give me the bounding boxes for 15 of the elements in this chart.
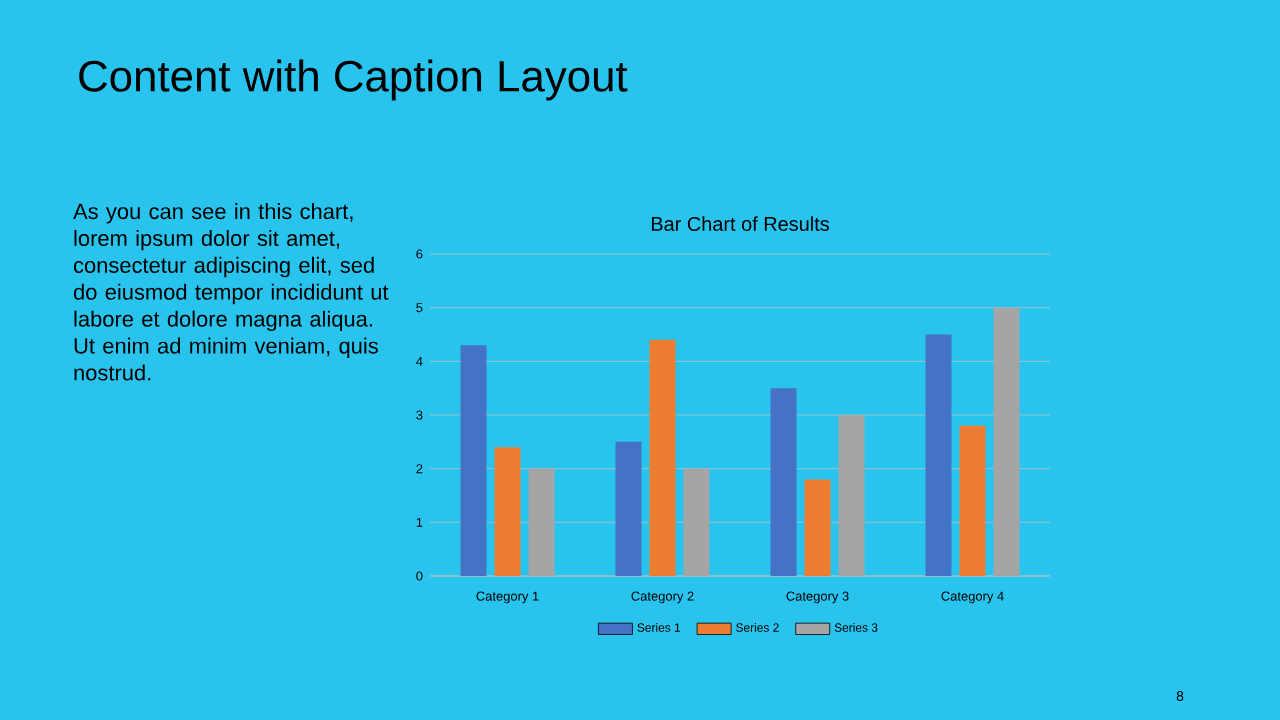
bar (959, 425, 986, 576)
bar (528, 468, 555, 576)
bar (770, 388, 797, 576)
bar (460, 345, 487, 576)
bar (615, 441, 642, 576)
bar (683, 468, 710, 576)
bar (838, 415, 865, 576)
bar (925, 334, 952, 576)
text: As you can see in this chart, lorem ipsum dolor sit amet, consectetur adipiscing elit, sed do eiusmod tempor incididunt ut labore et dolore magna aliqua. Ut enim ad minim veniam, quis nostrud. (73, 203, 389, 381)
chart-title: Bar Chart of Results (651, 216, 829, 231)
text: Content with Caption Layout (79, 59, 628, 101)
bar (993, 307, 1020, 576)
bar (494, 447, 521, 576)
bar (649, 339, 676, 576)
bar (804, 479, 831, 576)
